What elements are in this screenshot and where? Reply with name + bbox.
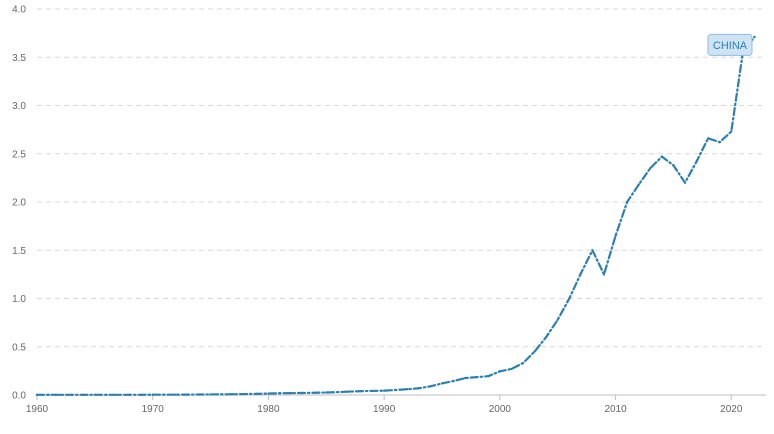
y-tick-label: 3.5 — [12, 53, 26, 64]
data-point[interactable] — [544, 335, 548, 339]
series-label-layer: CHINA — [707, 33, 753, 56]
data-point[interactable] — [417, 387, 421, 390]
x-tick-label: 2010 — [604, 404, 627, 415]
data-point[interactable] — [440, 382, 444, 385]
data-point[interactable] — [452, 379, 455, 383]
data-point[interactable] — [683, 181, 687, 184]
x-tick-label: 1990 — [373, 404, 396, 415]
data-point[interactable] — [93, 393, 97, 397]
data-point[interactable] — [70, 393, 73, 397]
data-point[interactable] — [695, 160, 698, 163]
data-point[interactable] — [579, 272, 583, 275]
data-point[interactable] — [463, 376, 467, 380]
data-point[interactable] — [591, 249, 594, 252]
data-point[interactable] — [359, 389, 363, 393]
x-tick-label: 1960 — [26, 404, 49, 415]
y-tick-label: 3.0 — [12, 101, 26, 112]
data-point[interactable] — [290, 391, 293, 395]
series-layer — [35, 35, 756, 397]
data-point[interactable] — [163, 393, 166, 396]
data-point[interactable] — [278, 392, 282, 395]
y-tick-label: 0.5 — [12, 342, 26, 353]
grid-layer — [37, 8, 766, 348]
series-line-china[interactable] — [35, 35, 756, 396]
data-point[interactable] — [371, 389, 374, 393]
data-point[interactable] — [255, 392, 259, 396]
data-point[interactable] — [313, 391, 316, 394]
data-point[interactable] — [197, 393, 201, 396]
data-point[interactable] — [139, 393, 143, 397]
data-point[interactable] — [325, 391, 328, 394]
data-point[interactable] — [301, 391, 305, 395]
data-point[interactable] — [35, 393, 39, 397]
data-point[interactable] — [406, 388, 409, 391]
data-point[interactable] — [336, 390, 340, 394]
data-point[interactable] — [105, 393, 108, 397]
series-label-china[interactable]: CHINA — [707, 33, 753, 56]
x-tick-label: 2020 — [720, 404, 743, 415]
x-tick-label: 1970 — [142, 404, 165, 415]
data-point[interactable] — [568, 297, 571, 300]
data-point[interactable] — [232, 393, 235, 396]
data-point[interactable] — [47, 393, 50, 397]
data-point[interactable] — [602, 273, 606, 276]
data-point[interactable] — [382, 389, 386, 392]
data-point[interactable] — [614, 234, 617, 237]
y-tick-label: 0.0 — [12, 391, 26, 402]
data-point[interactable] — [151, 393, 154, 396]
y-tick-label: 2.5 — [12, 149, 26, 160]
data-point[interactable] — [348, 390, 351, 393]
data-point[interactable] — [637, 183, 640, 186]
data-point[interactable] — [753, 35, 756, 39]
data-point[interactable] — [521, 361, 525, 365]
data-point[interactable] — [533, 350, 536, 353]
data-point[interactable] — [394, 388, 397, 392]
data-point[interactable] — [498, 370, 502, 373]
data-point[interactable] — [267, 392, 270, 395]
data-point[interactable] — [625, 200, 629, 204]
data-point[interactable] — [220, 393, 224, 396]
data-point[interactable] — [475, 375, 478, 379]
data-point[interactable] — [649, 167, 652, 170]
y-tick-label: 1.0 — [12, 294, 26, 305]
data-point[interactable] — [174, 393, 178, 396]
data-point[interactable] — [510, 367, 513, 371]
data-point[interactable] — [244, 392, 247, 396]
y-tick-label: 1.5 — [12, 246, 26, 257]
data-point[interactable] — [58, 393, 62, 397]
axis-layer: 0.0 0.5 1.0 1.5 2.0 2.5 3.0 3.5 4.0 1960 1970 1980 1… — [12, 5, 766, 415]
data-point[interactable] — [487, 374, 490, 378]
data-point[interactable] — [730, 130, 733, 133]
data-point[interactable] — [706, 137, 710, 140]
data-point[interactable] — [186, 393, 189, 396]
series-label-box — [707, 33, 753, 56]
series-label-text: CHINA — [713, 40, 748, 52]
data-point[interactable] — [718, 140, 721, 144]
data-point[interactable] — [82, 393, 85, 397]
data-point[interactable] — [116, 393, 120, 397]
data-point[interactable] — [660, 155, 664, 158]
data-point[interactable] — [128, 393, 131, 397]
x-tick-label: 1980 — [257, 404, 280, 415]
data-point[interactable] — [209, 393, 212, 396]
y-tick-label: 2.0 — [12, 198, 26, 209]
x-tick-label: 2000 — [489, 404, 512, 415]
data-point[interactable] — [429, 385, 432, 388]
data-point[interactable] — [672, 164, 675, 167]
y-tick-label: 4.0 — [12, 5, 26, 16]
data-point[interactable] — [556, 318, 559, 321]
